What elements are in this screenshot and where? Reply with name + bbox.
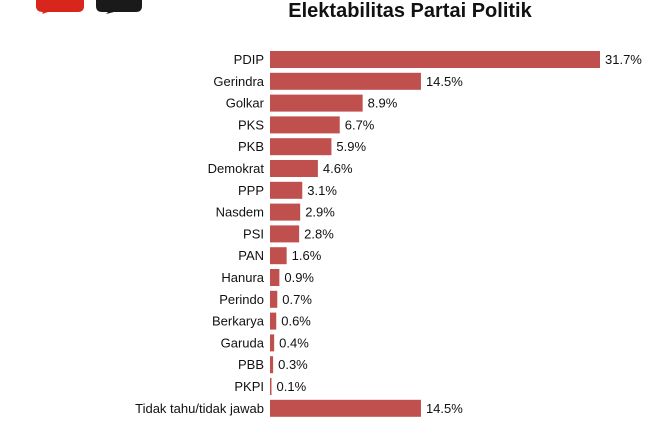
category-label-pks: PKS [238,117,264,132]
value-label-pkb: 5.9% [336,139,366,154]
value-label-hanura: 0.9% [284,270,314,285]
category-label-nasdem: Nasdem [216,205,264,220]
category-label-tidak-tahu-tidak-jawab: Tidak tahu/tidak jawab [135,401,264,416]
value-label-pks: 6.7% [345,117,375,132]
category-label-gerindra: Gerindra [213,74,264,89]
bar-tidak-tahu-tidak-jawab [270,399,421,417]
value-label-pdip: 31.7% [605,52,642,67]
value-label-pkpi: 0.1% [277,379,307,394]
category-label-pkb: PKB [238,139,264,154]
bar-pan [270,247,287,265]
bar-demokrat [270,160,318,177]
category-label-perindo: Perindo [219,292,264,307]
category-label-hanura: Hanura [221,270,264,285]
category-label-ppp: PPP [238,183,264,198]
value-label-demokrat: 4.6% [323,161,353,176]
bar-psi [270,225,300,243]
bar-golkar [270,94,363,112]
category-label-pkpi: PKPI [234,379,264,394]
value-label-pbb: 0.3% [278,357,308,372]
logo-red-bubble [36,0,84,14]
bar-ppp [270,181,303,199]
logo-dark-bubble [96,0,142,14]
category-label-pdip: PDIP [234,52,264,67]
value-label-ppp: 3.1% [307,183,337,198]
category-label-berkarya: Berkarya [212,314,265,329]
bar-garuda [270,334,275,352]
value-label-garuda: 0.4% [279,335,309,350]
bar-gerindra [270,72,421,90]
chart-title: Elektabilitas Partai Politik [288,0,532,22]
value-label-gerindra: 14.5% [426,74,463,89]
bar-pdip [270,51,600,68]
category-label-demokrat: Demokrat [208,161,265,176]
bar-pkb [270,138,332,156]
category-label-psi: PSI [243,226,264,241]
bar-pbb [270,356,274,374]
value-label-perindo: 0.7% [282,292,312,307]
value-label-berkarya: 0.6% [281,314,311,329]
bar-pks [270,116,340,134]
category-label-pbb: PBB [238,357,264,372]
category-label-golkar: Golkar [226,96,265,111]
value-label-tidak-tahu-tidak-jawab: 14.5% [426,401,463,416]
bar-pkpi [270,378,272,395]
value-label-pan: 1.6% [292,248,322,263]
category-label-garuda: Garuda [221,335,265,350]
value-label-nasdem: 2.9% [305,205,335,220]
value-label-psi: 2.8% [304,226,334,241]
brand-logo [36,0,142,14]
bar-perindo [270,290,278,308]
bar-berkarya [270,312,277,330]
bar-hanura [270,269,280,286]
value-label-golkar: 8.9% [368,96,398,111]
bar-nasdem [270,203,301,221]
category-label-pan: PAN [238,248,264,263]
